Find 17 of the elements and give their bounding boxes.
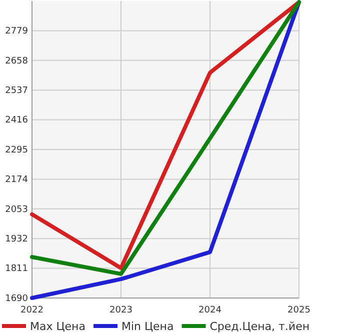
- x-tick-label: 2025: [288, 305, 310, 316]
- x-tick-label: 2022: [20, 305, 44, 316]
- y-tick-label: 2174: [5, 175, 28, 186]
- y-tick-label: 1932: [5, 234, 28, 244]
- y-tick-label: 1690: [5, 294, 28, 304]
- y-tick-label: 2658: [5, 56, 28, 66]
- y-tick-label: 2416: [5, 116, 28, 126]
- legend-label: Min Цена: [121, 320, 174, 333]
- x-tick-label: 2024: [198, 305, 222, 316]
- x-tick-label: 2023: [110, 305, 132, 316]
- y-tick-label: 2295: [5, 145, 28, 156]
- y-tick-label: 2779: [5, 26, 28, 37]
- legend-label: Max Цена: [30, 320, 86, 333]
- y-tick-label: 1811: [5, 264, 28, 274]
- legend-label: Сред.Цена, т.йен: [210, 320, 310, 333]
- y-tick-label: 2537: [5, 86, 28, 96]
- y-tick-label: 2053: [5, 204, 28, 215]
